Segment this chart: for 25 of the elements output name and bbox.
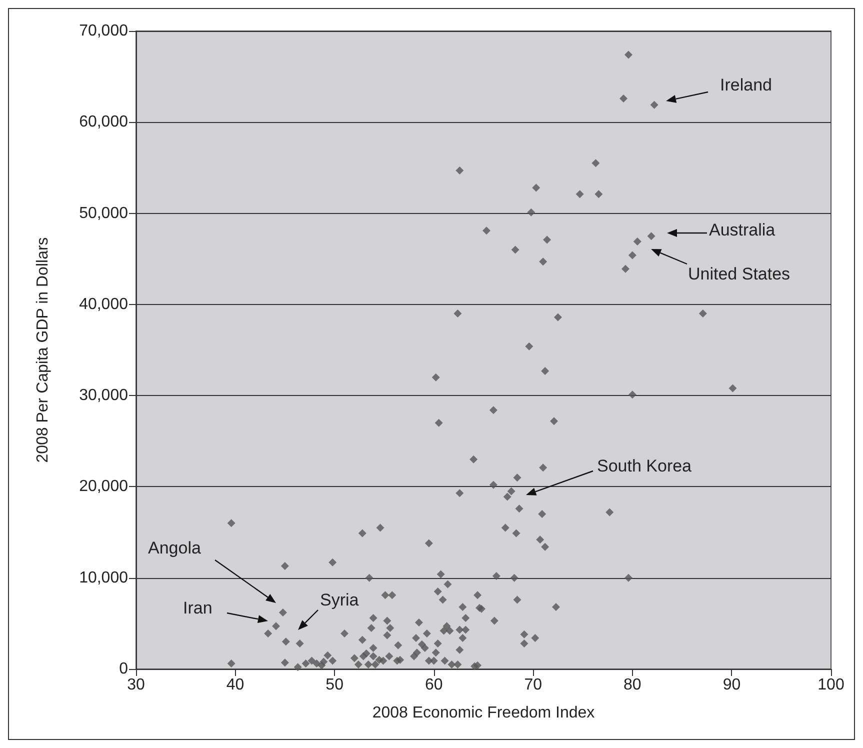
x-tick-label: 50 xyxy=(326,676,344,694)
y-tick-label: 50,000 xyxy=(79,204,128,222)
x-tick-label: 80 xyxy=(624,676,642,694)
y-tick-label: 20,000 xyxy=(79,478,128,496)
x-tick-label: 40 xyxy=(226,676,244,694)
annotation: Syria xyxy=(320,590,360,610)
annotation: Angola xyxy=(148,538,202,558)
annotation: Australia xyxy=(709,220,776,240)
annotation: Iran xyxy=(183,598,212,618)
annotation: Ireland xyxy=(720,76,772,94)
x-tick-label: 100 xyxy=(818,676,844,694)
x-axis-title: 2008 Economic Freedom Index xyxy=(372,704,595,722)
annotation: United States xyxy=(688,264,790,284)
y-tick-label: 60,000 xyxy=(79,114,128,131)
y-tick-label: 10,000 xyxy=(79,569,128,586)
annotation: South Korea xyxy=(597,456,692,476)
x-tick-label: 70 xyxy=(524,676,542,694)
y-axis-title: 2008 Per Capita GDP in Dollars xyxy=(34,237,52,463)
x-tick-label: 30 xyxy=(127,676,145,694)
y-tick-label: 40,000 xyxy=(79,296,128,313)
x-tick-label: 60 xyxy=(424,676,443,694)
y-tick-label: 70,000 xyxy=(79,22,128,40)
y-tick-label: 30,000 xyxy=(79,387,128,404)
x-tick-label: 90 xyxy=(722,676,741,694)
y-tick-label: 0 xyxy=(119,660,128,678)
